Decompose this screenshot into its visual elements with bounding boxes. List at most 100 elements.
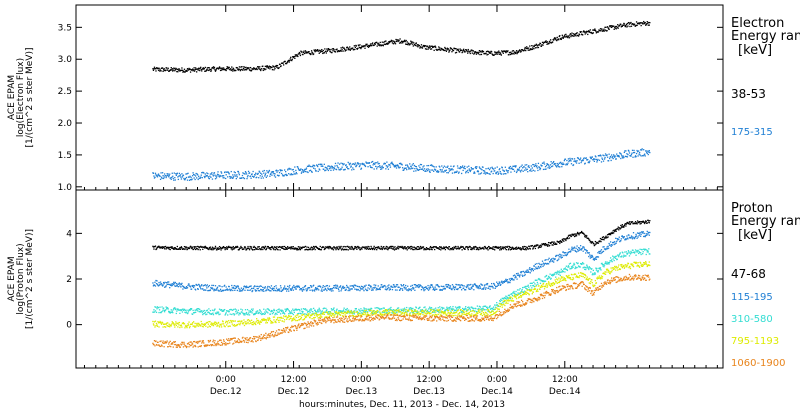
data-point bbox=[471, 52, 473, 54]
data-point bbox=[216, 175, 218, 177]
data-point bbox=[277, 311, 280, 313]
data-point bbox=[398, 162, 401, 165]
data-point bbox=[448, 167, 450, 170]
data-point bbox=[448, 170, 451, 172]
data-point bbox=[230, 248, 232, 250]
data-point bbox=[242, 313, 245, 315]
data-point bbox=[384, 248, 386, 250]
data-point bbox=[469, 309, 471, 311]
data-point bbox=[202, 68, 204, 70]
data-point bbox=[277, 289, 279, 291]
data-point bbox=[176, 172, 178, 174]
data-point bbox=[178, 309, 181, 311]
data-point bbox=[461, 249, 463, 251]
data-point bbox=[564, 36, 567, 38]
data-point bbox=[382, 286, 384, 289]
data-point bbox=[392, 163, 395, 166]
data-point bbox=[621, 224, 623, 226]
data-point bbox=[329, 246, 332, 248]
data-point bbox=[645, 23, 647, 26]
data-point bbox=[167, 174, 169, 177]
data-point bbox=[231, 66, 233, 68]
data-point bbox=[530, 282, 532, 284]
data-point bbox=[350, 248, 352, 250]
data-point bbox=[422, 247, 424, 249]
data-point bbox=[481, 288, 483, 290]
data-point bbox=[170, 69, 172, 71]
data-point bbox=[570, 35, 572, 38]
data-point bbox=[261, 173, 263, 175]
data-point bbox=[191, 246, 194, 248]
data-point bbox=[324, 169, 326, 172]
data-point bbox=[307, 171, 309, 174]
data-point bbox=[210, 176, 212, 178]
data-point bbox=[563, 163, 565, 165]
data-point bbox=[309, 289, 311, 291]
data-point bbox=[167, 173, 169, 175]
data-point bbox=[229, 68, 231, 71]
data-point bbox=[583, 232, 585, 235]
data-point bbox=[328, 168, 331, 170]
data-point bbox=[362, 286, 365, 289]
data-point bbox=[154, 326, 156, 328]
data-point bbox=[169, 246, 171, 249]
data-point bbox=[480, 172, 483, 174]
data-point bbox=[168, 281, 170, 283]
data-point bbox=[411, 247, 413, 250]
data-point bbox=[211, 172, 213, 174]
data-point bbox=[192, 248, 195, 251]
data-point bbox=[263, 246, 265, 249]
data-point bbox=[568, 263, 571, 265]
data-point bbox=[333, 307, 335, 309]
data-point bbox=[511, 50, 514, 52]
data-point bbox=[158, 321, 161, 324]
data-point bbox=[407, 289, 409, 292]
data-point bbox=[347, 167, 349, 170]
data-point bbox=[397, 165, 399, 167]
data-point bbox=[321, 311, 323, 313]
data-point bbox=[412, 248, 414, 251]
data-point bbox=[160, 283, 163, 285]
data-point bbox=[335, 287, 338, 289]
data-point bbox=[353, 284, 355, 286]
data-point bbox=[293, 55, 295, 58]
data-point bbox=[462, 49, 464, 52]
data-point bbox=[166, 324, 168, 327]
data-point bbox=[465, 308, 467, 310]
data-point bbox=[309, 169, 312, 171]
data-point bbox=[174, 281, 176, 284]
data-point bbox=[269, 290, 271, 292]
data-point bbox=[156, 283, 159, 285]
data-point bbox=[457, 245, 459, 248]
data-point bbox=[514, 275, 517, 277]
data-point bbox=[293, 173, 295, 175]
data-point bbox=[622, 157, 624, 159]
data-point bbox=[584, 266, 586, 269]
data-point bbox=[204, 289, 206, 291]
data-point bbox=[476, 170, 479, 173]
data-point bbox=[230, 308, 232, 311]
data-point bbox=[564, 267, 567, 269]
data-point bbox=[577, 265, 580, 267]
data-point bbox=[433, 49, 435, 52]
data-point bbox=[288, 167, 290, 170]
data-point bbox=[253, 175, 255, 178]
data-point bbox=[340, 47, 342, 49]
data-point bbox=[643, 221, 645, 223]
data-point bbox=[429, 307, 431, 310]
data-point bbox=[535, 279, 537, 281]
data-point bbox=[199, 286, 201, 288]
data-point bbox=[508, 166, 511, 169]
data-point bbox=[302, 286, 304, 289]
data-point bbox=[632, 249, 634, 251]
data-point bbox=[236, 174, 238, 176]
proton-legend-title: Proton bbox=[731, 201, 773, 216]
data-point bbox=[529, 49, 531, 51]
data-point bbox=[189, 246, 191, 248]
data-point bbox=[317, 170, 319, 173]
data-point bbox=[570, 34, 573, 36]
data-point bbox=[492, 286, 494, 288]
data-point bbox=[515, 165, 517, 167]
data-point bbox=[359, 44, 361, 46]
data-point bbox=[525, 271, 527, 273]
